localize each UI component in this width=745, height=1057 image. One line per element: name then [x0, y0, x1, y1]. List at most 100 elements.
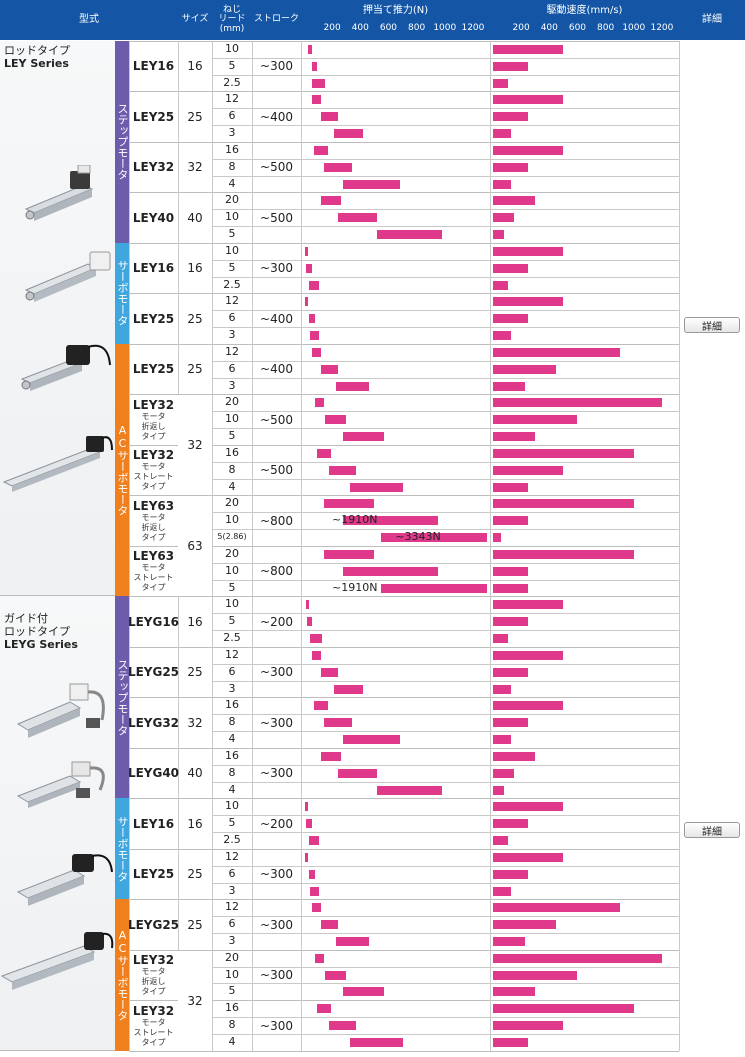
force-bar [320, 667, 338, 677]
model-cell: LEY32 モータ ストレート タイプ [129, 445, 178, 495]
stroke-cell: ~200 [260, 614, 293, 629]
model-cell: LEY63 モータ 折返し タイプ [129, 495, 178, 545]
row-divider [129, 242, 679, 244]
lead-value: 4 [228, 176, 236, 190]
model-cell: LEYG32 [128, 697, 179, 747]
model-subtype: タイプ [141, 987, 166, 997]
force-bar [325, 415, 347, 425]
series-ley-line1: ロッドタイプ [4, 44, 70, 57]
lead-value: 6 [228, 109, 236, 123]
force-bar [343, 987, 385, 997]
model-name: LEY32 [132, 397, 175, 412]
speed-bar [493, 650, 564, 660]
model-cell: LEY40 [129, 192, 178, 242]
row-divider [212, 478, 679, 480]
row-divider [129, 293, 679, 295]
axis-tick-label: 800 [408, 23, 426, 33]
speed-bar [493, 1037, 529, 1047]
speed-bar [493, 78, 508, 88]
row-divider [212, 865, 679, 867]
row-divider [129, 747, 679, 749]
model-name: LEY32 [132, 1003, 175, 1018]
motor-type-label: サーボモータ [116, 815, 129, 882]
speed-bar [493, 112, 529, 122]
model-name: LEYG16 [127, 614, 180, 629]
force-bar [308, 45, 313, 54]
stroke-cell: ~500 [260, 160, 293, 175]
model-cell: LEY25 [129, 293, 178, 343]
row-divider [212, 276, 679, 278]
lead-value: 10 [225, 42, 239, 55]
size-cell: 32 [178, 394, 212, 496]
axis-tick-label: 800 [597, 23, 615, 33]
row-divider [212, 377, 679, 379]
motor-type-band: ACサーボモータ [115, 343, 129, 597]
size-cell: 40 [187, 210, 203, 225]
row-divider [212, 411, 679, 413]
force-bar [343, 432, 385, 442]
force-bar [320, 196, 341, 206]
lead-value: 5 [228, 429, 236, 443]
row-divider [212, 360, 679, 362]
lead-value: 3 [228, 883, 236, 897]
lead-value: 3 [228, 378, 236, 392]
size-cell: 25 [187, 362, 203, 377]
size-cell: 16 [187, 261, 203, 276]
speed-bar [493, 701, 564, 711]
header-speed-label: 駆動速度(mm/s) [546, 5, 623, 16]
lead-value: 8 [228, 715, 236, 729]
force-bar [308, 314, 315, 324]
model-subtype: ストレート [133, 1027, 174, 1037]
row-divider [129, 646, 679, 648]
row-divider [129, 545, 679, 547]
lead-value: 5 [228, 227, 236, 241]
force-bar [343, 566, 438, 576]
row-divider [212, 310, 679, 312]
row-divider [212, 158, 679, 160]
stroke-cell: ~300 [260, 766, 293, 781]
axis-tick-label: 600 [379, 23, 398, 33]
stroke-cell: ~300 [260, 59, 293, 74]
model-name: LEY25 [132, 362, 175, 377]
size-cell: 32 [187, 715, 203, 730]
lead-value: 5 [228, 260, 236, 274]
speed-bar [493, 465, 564, 475]
speed-bar [493, 566, 529, 576]
lead-value: 6 [228, 917, 236, 931]
header-stroke: ストローク [252, 0, 301, 40]
model-cell: LEYG16 [127, 596, 180, 646]
lead-value: 3 [228, 126, 236, 140]
motor-type-label: ステップモータ [116, 103, 129, 181]
force-bar [381, 583, 487, 593]
actuator-image-leyg-step1 [16, 683, 105, 738]
speed-bar [493, 600, 564, 610]
detail-button-ley[interactable]: 詳細 [684, 317, 740, 333]
force-bar [312, 78, 326, 88]
stroke-cell: ~300 [260, 261, 293, 276]
force-bar [304, 246, 309, 256]
lead-value: 20 [225, 546, 239, 560]
model-cell: LEY32 モータ ストレート タイプ [129, 1000, 178, 1050]
lead-value: 20 [225, 193, 239, 207]
speed-bar [493, 482, 529, 492]
detail-button-leyg[interactable]: 詳細 [684, 822, 740, 838]
speed-bar [493, 196, 536, 206]
series-ley-name: ロッドタイプ LEY Series [4, 44, 70, 70]
motor-type-band: ステップモータ [115, 596, 129, 799]
size-cell: 16 [187, 614, 203, 629]
speed-bar [493, 61, 529, 71]
force-bar [350, 1037, 403, 1047]
row-divider [129, 41, 679, 42]
force-bar [312, 61, 317, 71]
speed-bar [493, 819, 529, 829]
actuator-image-ley-ac1 [20, 344, 111, 391]
speed-bar [493, 886, 511, 896]
speed-bar [493, 331, 511, 341]
row-divider [212, 327, 679, 329]
axis-tick-label: 1000 [433, 23, 457, 33]
force-bar [306, 263, 313, 273]
speed-bar [493, 785, 504, 795]
force-bar [343, 516, 438, 526]
model-subtype: タイプ [141, 583, 166, 593]
model-name: LEY25 [132, 311, 175, 326]
